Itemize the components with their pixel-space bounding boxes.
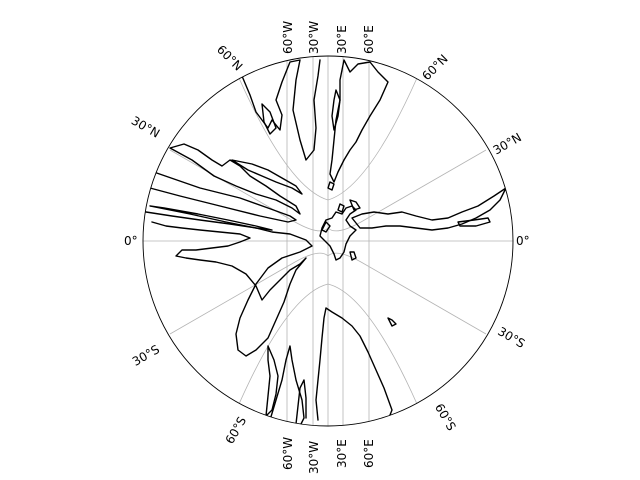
label-left-equator: 0° — [124, 234, 138, 248]
mediterranean-detail — [321, 221, 331, 233]
label-right-30n: 30°N — [491, 130, 524, 157]
label-top-60e: 60°E — [362, 25, 376, 54]
north-america-coast — [147, 169, 297, 223]
south-america-west — [145, 211, 313, 357]
map-boundary — [142, 55, 514, 427]
label-bottom-60w: 60°W — [281, 437, 295, 470]
arctic-landmass-left — [241, 59, 321, 161]
parallel-60s-left — [238, 283, 329, 405]
antarctic-right — [315, 307, 393, 421]
europe-africa — [319, 205, 357, 261]
north-america-upper — [169, 143, 301, 215]
arabia-island — [327, 181, 335, 191]
hudson-strip — [149, 205, 273, 231]
label-top-30e: 30°E — [335, 25, 349, 54]
parallel-30n-right — [327, 149, 487, 232]
parallel-30s-left — [169, 252, 329, 335]
graticule — [143, 56, 513, 426]
scandinavia — [349, 199, 361, 211]
arctic-island-left — [261, 103, 277, 135]
coastlines — [145, 59, 507, 426]
japan-island — [457, 217, 491, 227]
label-right-equator: 0° — [516, 234, 530, 248]
label-left-60n: 60°N — [214, 42, 245, 73]
parallel-30n-left — [169, 149, 329, 232]
british-isles — [337, 203, 345, 213]
parallel-30s-right — [327, 252, 487, 335]
label-bottom-30e: 30°E — [335, 439, 349, 468]
label-left-30s: 30°S — [130, 342, 162, 369]
parallel-60s-right — [327, 283, 418, 405]
label-left-60s: 60°S — [223, 414, 250, 446]
antarctic-left — [269, 345, 305, 426]
arctic-landmass-right — [329, 59, 389, 183]
north-america-islands — [231, 159, 303, 195]
south-america-south — [265, 345, 279, 417]
label-right-30s: 30°S — [495, 324, 527, 351]
arctic-island-small — [331, 89, 341, 131]
parallel-60n-left — [238, 77, 329, 201]
madagascar — [349, 251, 357, 261]
antarctic-inner — [295, 379, 307, 425]
label-right-60n: 60°N — [419, 52, 450, 83]
label-top-30w: 30°W — [307, 21, 321, 54]
label-bottom-60e: 60°E — [362, 439, 376, 468]
asia-east — [351, 187, 507, 231]
label-right-60s: 60°S — [432, 401, 459, 433]
label-top-60w: 60°W — [281, 21, 295, 54]
parallel-60n-right — [327, 77, 418, 201]
australia-fragment — [387, 317, 397, 327]
label-left-30n: 30°N — [129, 113, 162, 140]
label-bottom-30w: 30°W — [307, 441, 321, 474]
